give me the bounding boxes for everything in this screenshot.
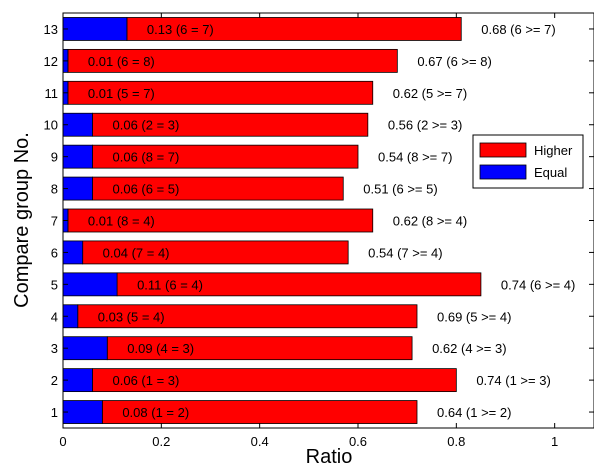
y-tick-label-3: 3 <box>51 341 58 356</box>
legend-swatch-equal <box>479 164 527 180</box>
y-tick-label-4: 4 <box>51 309 58 324</box>
data-label-equal-group-8: 0.06 (6 = 5) <box>113 182 180 197</box>
bar-equal-group-5 <box>62 272 118 297</box>
bar-equal-group-13 <box>62 17 128 41</box>
data-label-equal-group-10: 0.06 (2 = 3) <box>113 118 180 133</box>
data-label-equal-group-6: 0.04 (7 = 4) <box>103 245 170 260</box>
bar-equal-group-3 <box>62 336 108 361</box>
x-tick-label-1: 0.2 <box>152 434 170 449</box>
x-axis-title: Ratio <box>306 446 353 468</box>
data-label-equal-group-2: 0.06 (1 = 3) <box>113 373 180 388</box>
legend-label-higher: Higher <box>534 143 573 158</box>
legend: Higher Equal <box>472 134 584 189</box>
data-label-equal-group-5: 0.11 (6 = 4) <box>137 277 203 292</box>
y-tick-label-8: 8 <box>51 182 58 197</box>
data-label-equal-group-4: 0.03 (5 = 4) <box>98 309 165 324</box>
y-tick-label-10: 10 <box>44 118 58 133</box>
data-label-higher-group-8: 0.51 (6 >= 5) <box>363 182 437 197</box>
axis-ticks <box>62 13 594 428</box>
data-label-higher-group-4: 0.69 (5 >= 4) <box>437 309 511 324</box>
data-label-higher-group-6: 0.54 (7 >= 4) <box>368 245 442 260</box>
x-tick-label-2: 0.4 <box>251 434 269 449</box>
data-label-higher-group-10: 0.56 (2 >= 3) <box>388 118 462 133</box>
y-tick-label-13: 13 <box>44 22 58 37</box>
x-tick-label-4: 0.8 <box>447 434 465 449</box>
data-label-equal-group-7: 0.01 (8 = 4) <box>88 214 155 229</box>
data-label-equal-group-13: 0.13 (6 = 7) <box>147 22 214 37</box>
data-label-equal-group-11: 0.01 (5 = 7) <box>88 86 155 101</box>
bars-layer <box>62 17 482 424</box>
x-tick-label-5: 1 <box>551 434 558 449</box>
legend-swatch-higher <box>479 142 527 158</box>
y-tick-label-1: 1 <box>51 405 58 420</box>
legend-label-equal: Equal <box>534 165 567 180</box>
bar-labels-layer: 0.08 (1 = 2) 0.64 (1 >= 2) 0.06 (1 = 3) 0.7… <box>88 22 575 420</box>
data-label-equal-group-3: 0.09 (4 = 3) <box>127 341 194 356</box>
x-tick-label-3: 0.6 <box>349 434 367 449</box>
y-tick-label-11: 11 <box>45 86 59 101</box>
bar-equal-group-1 <box>62 400 103 424</box>
data-label-higher-group-5: 0.74 (6 >= 4) <box>501 277 575 292</box>
data-label-higher-group-12: 0.67 (6 >= 8) <box>417 54 491 69</box>
data-label-equal-group-9: 0.06 (8 = 7) <box>113 150 180 165</box>
data-label-higher-group-2: 0.74 (1 >= 3) <box>476 373 550 388</box>
y-tick-label-6: 6 <box>51 245 58 260</box>
y-tick-label-7: 7 <box>51 214 58 229</box>
data-label-higher-group-7: 0.62 (8 >= 4) <box>393 214 467 229</box>
y-tick-label-12: 12 <box>44 54 58 69</box>
x-tick-label-0: 0 <box>59 434 66 449</box>
data-label-equal-group-1: 0.08 (1 = 2) <box>122 405 189 420</box>
y-axis-title: Compare group No. <box>11 132 33 308</box>
y-tick-label-2: 2 <box>51 373 58 388</box>
x-tick-labels: 0 0.2 0.4 0.6 0.8 1 <box>59 434 558 449</box>
data-label-higher-group-1: 0.64 (1 >= 2) <box>437 405 511 420</box>
data-label-higher-group-13: 0.68 (6 >= 7) <box>481 22 555 37</box>
y-tick-label-9: 9 <box>51 150 58 165</box>
data-label-higher-group-11: 0.62 (5 >= 7) <box>393 86 467 101</box>
data-label-higher-group-3: 0.62 (4 >= 3) <box>432 341 506 356</box>
data-label-equal-group-12: 0.01 (6 = 8) <box>88 54 155 69</box>
y-tick-label-5: 5 <box>51 277 58 292</box>
data-label-higher-group-9: 0.54 (8 >= 7) <box>378 150 452 165</box>
